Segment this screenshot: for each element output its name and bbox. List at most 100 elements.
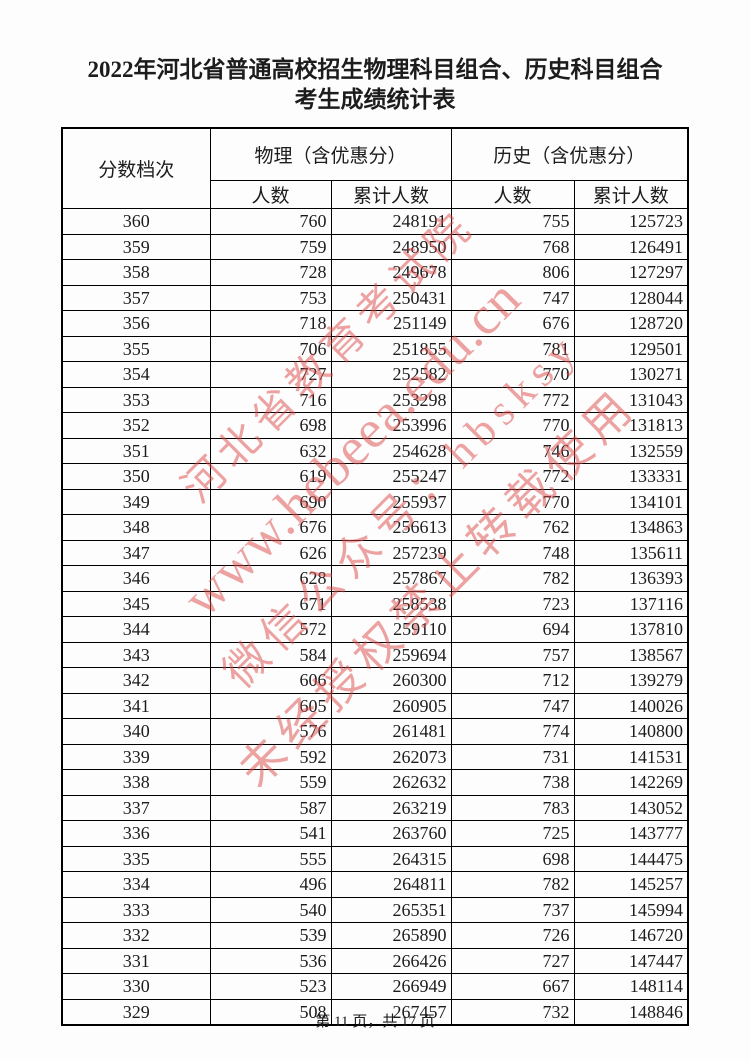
score-level-cell: 337 bbox=[61, 794, 211, 821]
physics-cumulative-cell: 266426 bbox=[330, 947, 452, 974]
table-row: 345 671 258538 723 137116 bbox=[61, 590, 689, 617]
history-count-cell: 747 bbox=[450, 284, 575, 311]
score-level-cell: 356 bbox=[61, 310, 211, 337]
score-level-cell: 342 bbox=[61, 667, 211, 694]
table-row: 359 759 248950 768 126491 bbox=[61, 233, 689, 260]
history-cumulative-cell: 143052 bbox=[573, 794, 689, 821]
physics-cumulative-cell: 263760 bbox=[330, 820, 452, 847]
history-cumulative-cell: 147447 bbox=[573, 947, 689, 974]
history-cumulative-cell: 129501 bbox=[573, 335, 689, 362]
history-count-cell: 768 bbox=[450, 233, 575, 260]
table-row: 355 706 251855 781 129501 bbox=[61, 335, 689, 362]
physics-cumulative-cell: 265890 bbox=[330, 922, 452, 949]
history-cumulative-cell: 131043 bbox=[573, 386, 689, 413]
physics-count-cell: 626 bbox=[209, 539, 332, 566]
history-cumulative-cell: 130271 bbox=[573, 361, 689, 388]
table-row: 343 584 259694 757 138567 bbox=[61, 641, 689, 668]
physics-count-cell: 496 bbox=[209, 871, 332, 898]
physics-count-cell: 676 bbox=[209, 514, 332, 541]
history-count-cell: 676 bbox=[450, 310, 575, 337]
physics-count-cell: 605 bbox=[209, 692, 332, 719]
physics-count-cell: 690 bbox=[209, 488, 332, 515]
header-physics-cumulative: 累计人数 bbox=[330, 180, 452, 209]
history-count-cell: 770 bbox=[450, 361, 575, 388]
table-row: 350 619 255247 772 133331 bbox=[61, 463, 689, 490]
header-history-group: 历史（含优惠分） bbox=[450, 127, 689, 181]
history-cumulative-cell: 148114 bbox=[573, 973, 689, 1000]
physics-cumulative-cell: 261481 bbox=[330, 718, 452, 745]
header-score-level: 分数档次 bbox=[61, 127, 211, 209]
table-row: 340 576 261481 774 140800 bbox=[61, 718, 689, 745]
table-header-row-subcolumns: 人数 累计人数 人数 累计人数 bbox=[62, 180, 689, 209]
history-cumulative-cell: 125723 bbox=[573, 208, 689, 235]
physics-count-cell: 718 bbox=[209, 310, 332, 337]
score-table: 分数档次 物理（含优惠分） 历史（含优惠分） 人数 累计人数 人数 累计人数 3… bbox=[61, 127, 690, 1026]
score-level-cell: 339 bbox=[61, 743, 211, 770]
physics-cumulative-cell: 262632 bbox=[330, 769, 452, 796]
history-cumulative-cell: 145257 bbox=[573, 871, 689, 898]
page-footer: 第 11 页，共 17 页 bbox=[315, 1014, 435, 1030]
table-row: 336 541 263760 725 143777 bbox=[61, 820, 689, 847]
physics-cumulative-cell: 258538 bbox=[330, 590, 452, 617]
score-level-cell: 335 bbox=[61, 845, 211, 872]
history-count-cell: 782 bbox=[450, 565, 575, 592]
history-cumulative-cell: 131813 bbox=[573, 412, 689, 439]
table-row: 330 523 266949 667 148114 bbox=[61, 973, 689, 1000]
table-row: 358 728 249678 806 127297 bbox=[61, 259, 689, 286]
history-count-cell: 770 bbox=[450, 488, 575, 515]
table-row: 335 555 264315 698 144475 bbox=[61, 845, 689, 872]
physics-cumulative-cell: 255937 bbox=[330, 488, 452, 515]
physics-count-cell: 584 bbox=[209, 641, 332, 668]
history-count-cell: 725 bbox=[450, 820, 575, 847]
physics-count-cell: 540 bbox=[209, 896, 332, 923]
physics-count-cell: 759 bbox=[209, 233, 332, 260]
physics-cumulative-cell: 248950 bbox=[330, 233, 452, 260]
history-count-cell: 782 bbox=[450, 871, 575, 898]
score-level-cell: 353 bbox=[61, 386, 211, 413]
history-count-cell: 770 bbox=[450, 412, 575, 439]
history-count-cell: 738 bbox=[450, 769, 575, 796]
physics-count-cell: 536 bbox=[209, 947, 332, 974]
table-row: 347 626 257239 748 135611 bbox=[61, 539, 689, 566]
table-row: 331 536 266426 727 147447 bbox=[61, 947, 689, 974]
physics-count-cell: 728 bbox=[209, 259, 332, 286]
physics-count-cell: 555 bbox=[209, 845, 332, 872]
history-cumulative-cell: 134863 bbox=[573, 514, 689, 541]
header-history-cumulative: 累计人数 bbox=[573, 180, 689, 209]
history-cumulative-cell: 126491 bbox=[573, 233, 689, 260]
table-row: 333 540 265351 737 145994 bbox=[61, 896, 689, 923]
physics-count-cell: 523 bbox=[209, 973, 332, 1000]
history-count-cell: 726 bbox=[450, 922, 575, 949]
score-level-cell: 359 bbox=[61, 233, 211, 260]
history-cumulative-cell: 136393 bbox=[573, 565, 689, 592]
physics-cumulative-cell: 251855 bbox=[330, 335, 452, 362]
score-level-cell: 358 bbox=[61, 259, 211, 286]
header-physics-group: 物理（含优惠分） bbox=[209, 127, 452, 181]
physics-cumulative-cell: 260300 bbox=[330, 667, 452, 694]
table-row: 348 676 256613 762 134863 bbox=[61, 514, 689, 541]
history-cumulative-cell: 137810 bbox=[573, 616, 689, 643]
history-count-cell: 772 bbox=[450, 386, 575, 413]
physics-count-cell: 706 bbox=[209, 335, 332, 362]
history-count-cell: 783 bbox=[450, 794, 575, 821]
history-cumulative-cell: 133331 bbox=[573, 463, 689, 490]
table-row: 337 587 263219 783 143052 bbox=[61, 794, 689, 821]
history-count-cell: 806 bbox=[450, 259, 575, 286]
table-row: 351 632 254628 746 132559 bbox=[61, 437, 689, 464]
score-level-cell: 357 bbox=[61, 284, 211, 311]
physics-count-cell: 576 bbox=[209, 718, 332, 745]
table-row: 341 605 260905 747 140026 bbox=[61, 692, 689, 719]
physics-cumulative-cell: 256613 bbox=[330, 514, 452, 541]
table-row: 339 592 262073 731 141531 bbox=[61, 743, 689, 770]
score-level-cell: 350 bbox=[61, 463, 211, 490]
physics-cumulative-cell: 265351 bbox=[330, 896, 452, 923]
physics-cumulative-cell: 249678 bbox=[330, 259, 452, 286]
score-level-cell: 332 bbox=[61, 922, 211, 949]
physics-count-cell: 671 bbox=[209, 590, 332, 617]
history-cumulative-cell: 145994 bbox=[573, 896, 689, 923]
history-count-cell: 723 bbox=[450, 590, 575, 617]
physics-count-cell: 632 bbox=[209, 437, 332, 464]
history-cumulative-cell: 142269 bbox=[573, 769, 689, 796]
history-count-cell: 772 bbox=[450, 463, 575, 490]
physics-cumulative-cell: 257867 bbox=[330, 565, 452, 592]
